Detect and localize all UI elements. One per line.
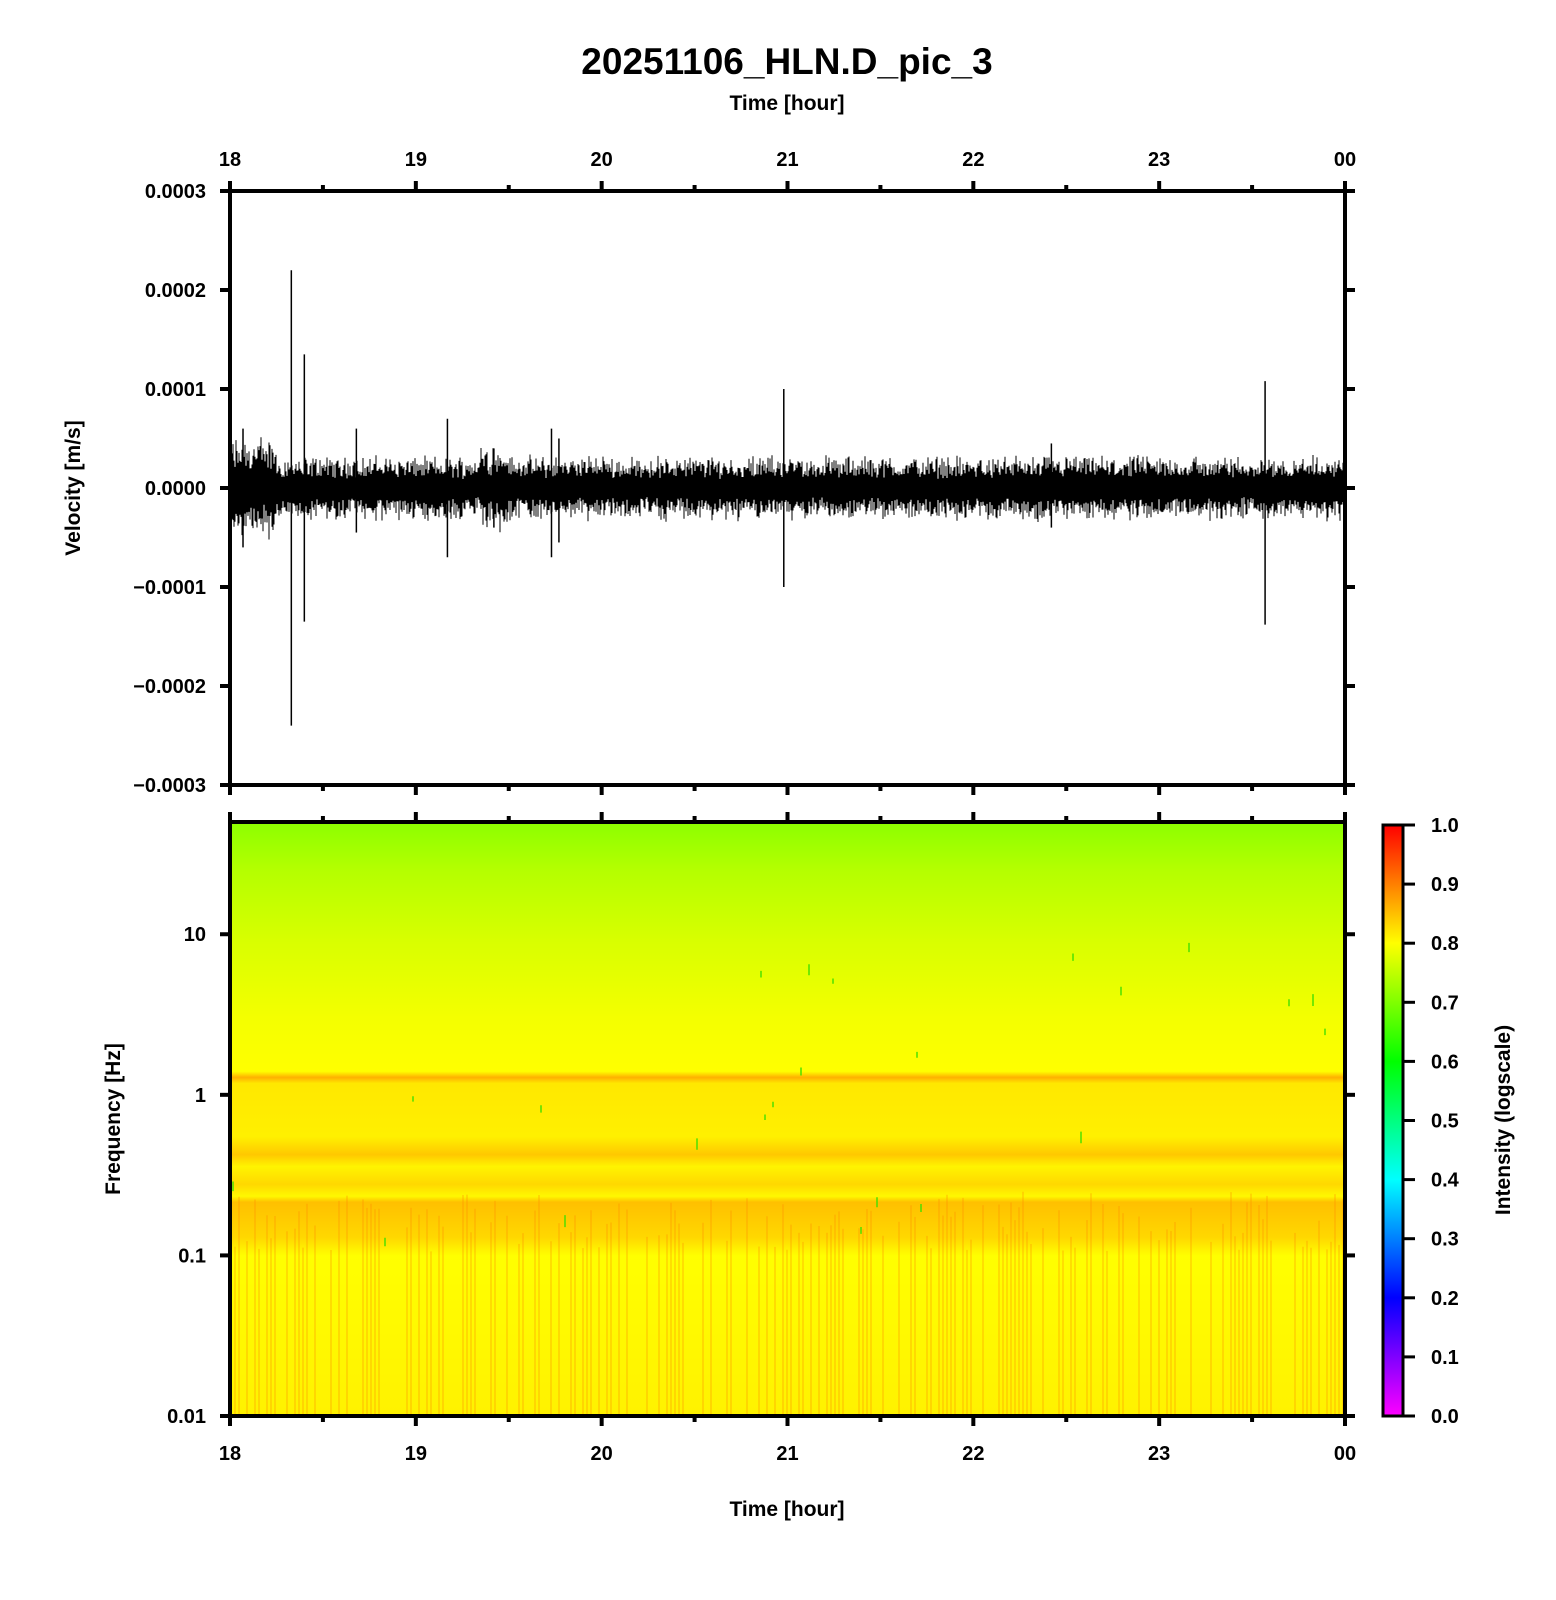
colorbar-tick-label: 0.6 xyxy=(1431,1051,1459,1073)
waveform-top-x-tick-label: 00 xyxy=(1334,149,1356,171)
waveform-top-x-tick-label: 22 xyxy=(962,149,984,171)
colorbar-tick-label: 0.9 xyxy=(1431,874,1459,896)
waveform-top-ticks: 18 19 20 21 22 23 00 xyxy=(219,149,1356,191)
waveform-y-ticks: 0.0003 0.0002 0.0001 0.0000 −0.0001 −0.0002 −0… xyxy=(133,181,1355,797)
waveform-y-tick-label: −0.0003 xyxy=(133,775,206,797)
spectrogram-y-tick-label: 1 xyxy=(195,1085,206,1107)
colorbar-label: Intensity (logscale) xyxy=(1492,1025,1515,1215)
spectrogram-y-tick-label: 10 xyxy=(184,924,206,946)
colorbar-ticks: 1.0 0.9 0.8 0.7 0.6 0.5 0.4 0.3 0.2 0.1 0.0 xyxy=(1403,815,1460,1428)
spectrogram-x-tick-label: 23 xyxy=(1148,1443,1170,1465)
spectrogram-top-ticks xyxy=(228,812,1347,822)
waveform-noise-trace xyxy=(230,437,1345,540)
waveform-bottom-ticks xyxy=(228,785,1347,795)
waveform-noise xyxy=(230,437,1345,540)
waveform-y-tick-label: −0.0001 xyxy=(133,577,206,599)
spectrogram-x-ticks: 18 19 20 21 22 23 00 xyxy=(219,1416,1356,1465)
colorbar: 1.0 0.9 0.8 0.7 0.6 0.5 0.4 0.3 0.2 0.1 0.0 Intens… xyxy=(1381,815,1515,1428)
waveform-top-x-tick-label: 21 xyxy=(776,149,798,171)
waveform-top-x-tick-label: 23 xyxy=(1148,149,1170,171)
spectrogram-x-tick-label: 00 xyxy=(1334,1443,1356,1465)
waveform-top-x-tick-label: 18 xyxy=(219,149,241,171)
waveform-y-tick-label: −0.0002 xyxy=(133,676,206,698)
waveform-panel: 18 19 20 21 22 23 00 0.0003 0.0002 0.0001 0.0000 −… xyxy=(62,149,1356,797)
colorbar-tick-label: 0.2 xyxy=(1431,1288,1459,1310)
colorbar-tick-label: 1.0 xyxy=(1431,815,1459,837)
spectrogram-x-tick-label: 18 xyxy=(219,1443,241,1465)
colorbar-tick-label: 0.5 xyxy=(1431,1111,1459,1133)
colorbar-tick-label: 0.8 xyxy=(1431,933,1459,955)
spectrogram-stripes xyxy=(232,942,1344,1416)
chart-title: 20251106_HLN.D_pic_3 xyxy=(581,41,992,82)
waveform-y-tick-label: 0.0001 xyxy=(145,379,206,401)
spectrogram-panel: 18 19 20 21 22 23 00 10 1 0.1 0.01 Time [hour] Fr… xyxy=(102,812,1356,1521)
spectrogram-y-axis-label: Frequency [Hz] xyxy=(102,1043,125,1195)
colorbar-tick-label: 0.0 xyxy=(1431,1406,1459,1428)
colorbar-tick-label: 0.7 xyxy=(1431,992,1459,1014)
spectrogram-x-axis-label: Time [hour] xyxy=(729,1498,844,1521)
waveform-top-x-tick-label: 20 xyxy=(591,149,613,171)
spectrogram-x-tick-label: 22 xyxy=(962,1443,984,1465)
colorbar-tick-label: 0.1 xyxy=(1431,1347,1459,1369)
spectrogram-x-tick-label: 19 xyxy=(405,1443,427,1465)
waveform-spikes xyxy=(242,270,1266,726)
spectrogram-y-ticks: 10 1 0.1 0.01 xyxy=(167,924,1355,1428)
colorbar-tick-label: 0.3 xyxy=(1431,1229,1459,1251)
colorbar-tick-label: 0.4 xyxy=(1431,1170,1460,1192)
spectrogram-speckles xyxy=(232,942,1326,1247)
waveform-top-x-tick-label: 19 xyxy=(405,149,427,171)
waveform-y-tick-label: 0.0002 xyxy=(145,280,206,302)
spectrogram-y-tick-label: 0.1 xyxy=(178,1245,206,1267)
spectrogram-low-frequency-stripes xyxy=(234,1191,1344,1416)
spectrogram-x-tick-label: 20 xyxy=(591,1443,613,1465)
waveform-y-tick-label: 0.0003 xyxy=(145,181,206,203)
colorbar-gradient xyxy=(1381,823,1405,1418)
spectrogram-x-tick-label: 21 xyxy=(776,1443,798,1465)
spectrogram-y-tick-label: 0.01 xyxy=(167,1406,206,1428)
top-x-axis-label: Time [hour] xyxy=(729,92,844,115)
waveform-y-axis-label: Velocity [m/s] xyxy=(62,420,85,555)
waveform-y-tick-label: 0.0000 xyxy=(145,478,206,500)
